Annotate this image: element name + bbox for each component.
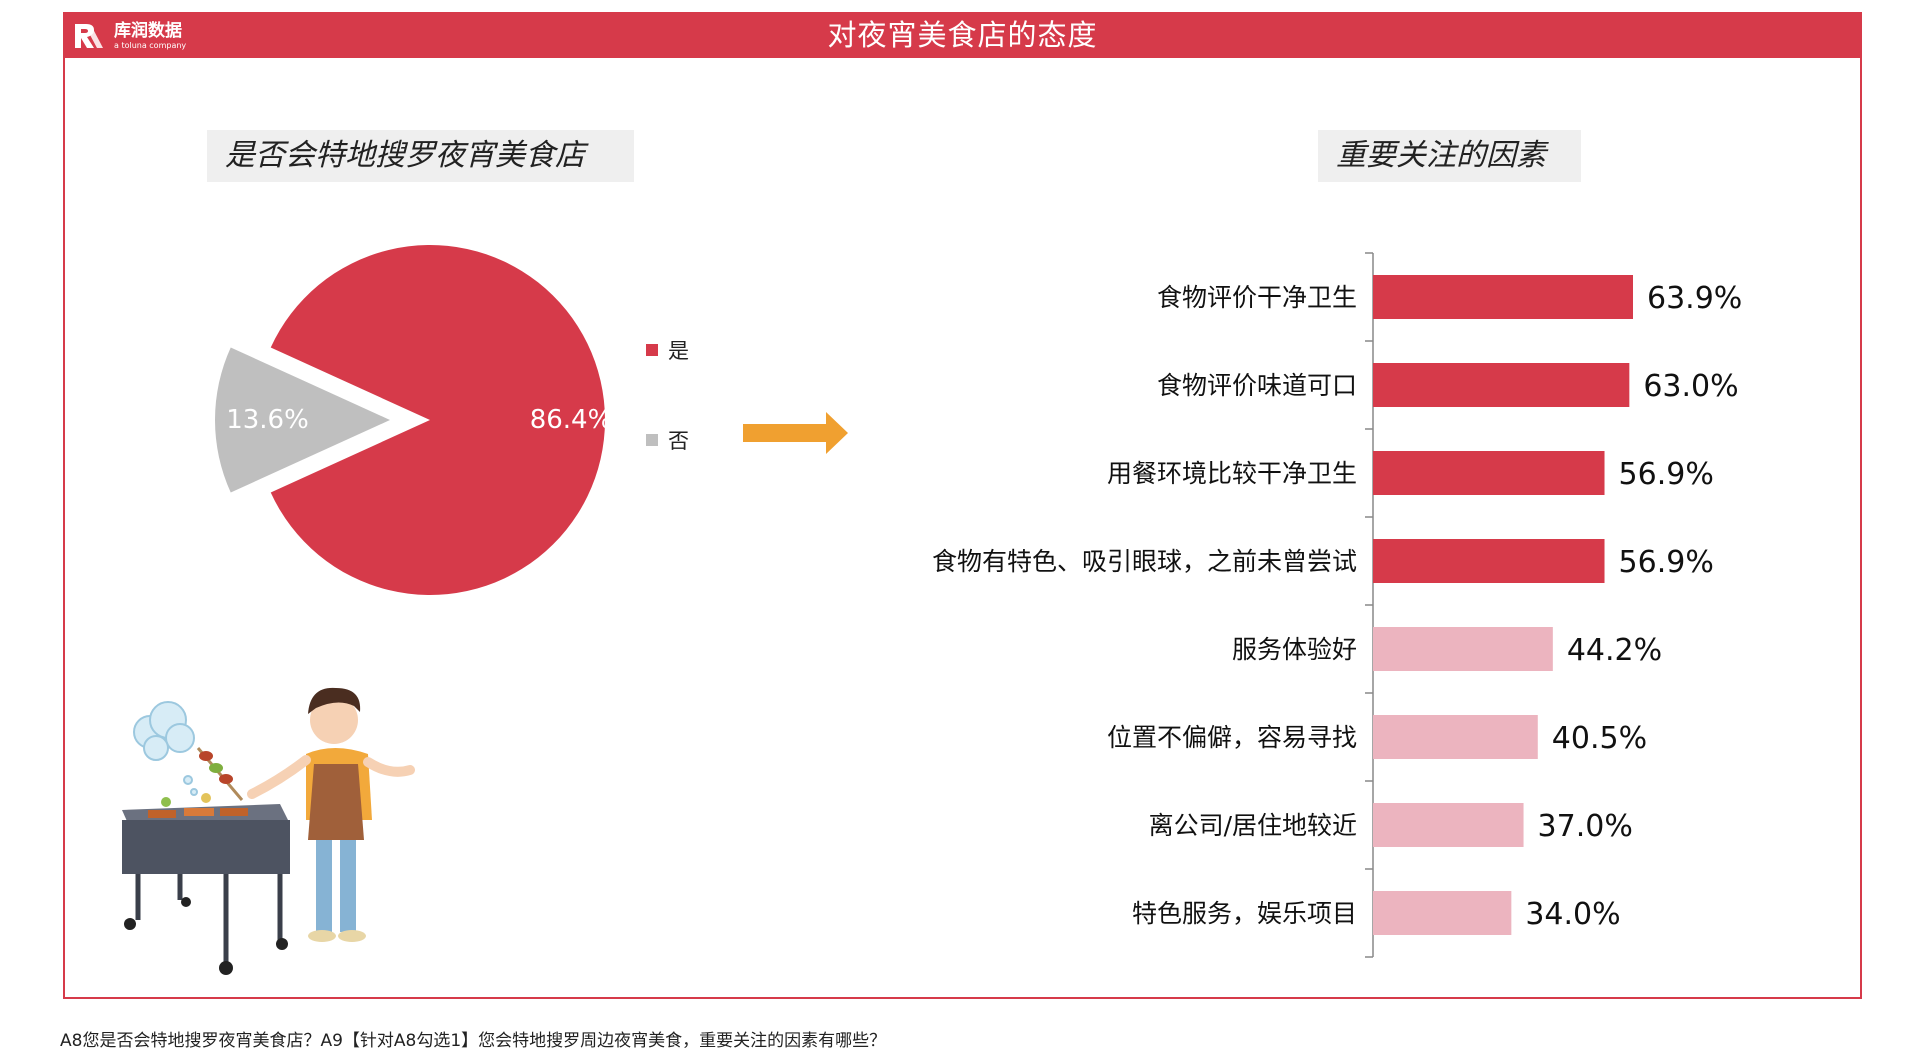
bar-chart: 食物评价干净卫生 63.9% 食物评价味道可口 63.0% 用餐环境比较干净卫生 56.9… (932, 252, 1742, 958)
bar (1373, 451, 1605, 495)
logo-name: 库润数据 (114, 20, 182, 41)
bar (1373, 891, 1512, 935)
bar-category-label: 服务体验好 (1232, 635, 1357, 664)
logo: 库润数据 a toluna company (72, 19, 186, 53)
pie-value-label: 86.4% (530, 405, 613, 435)
bar-value-label: 63.0% (1643, 369, 1738, 404)
bar-category-label: 位置不偏僻，容易寻找 (1107, 723, 1357, 752)
skewer-icon (196, 747, 244, 801)
logo-subtitle: a toluna company (114, 40, 187, 50)
bar-category-label: 食物评价味道可口 (1157, 371, 1357, 400)
bar-value-label: 56.9% (1619, 457, 1714, 492)
logo-mark-icon (75, 24, 103, 48)
bar (1373, 803, 1524, 847)
bar-category-label: 特色服务，娱乐项目 (1132, 899, 1357, 928)
header-bar: 对夜宵美食店的态度 (63, 12, 1862, 58)
bar (1373, 275, 1633, 319)
pie-slice-no (215, 347, 390, 493)
footnote: A8您是否会特地搜罗夜宵美食店？A9【针对A8勾选1】您会特地搜罗周边夜宵美食，… (60, 1031, 887, 1051)
bar-section-label: 重要关注的因素 (1318, 130, 1581, 182)
bar-value-label: 34.0% (1525, 897, 1620, 932)
bar (1373, 627, 1553, 671)
arrow-icon (743, 412, 848, 454)
bar-value-label: 44.2% (1567, 633, 1662, 668)
bar-value-label: 40.5% (1552, 721, 1647, 756)
legend-label: 否 (668, 429, 689, 453)
bar-value-label: 63.9% (1647, 281, 1742, 316)
pie-chart: 86.4% 13.6% 是否 (215, 245, 689, 595)
page-title: 对夜宵美食店的态度 (827, 18, 1098, 52)
bar-category-label: 离公司/居住地较近 (1149, 811, 1357, 840)
bar-category-label: 食物有特色、吸引眼球，之前未曾尝试 (932, 547, 1357, 576)
bar-category-label: 食物评价干净卫生 (1157, 283, 1357, 312)
legend-swatch (646, 434, 658, 446)
chef-icon (247, 687, 415, 942)
bar-value-label: 56.9% (1619, 545, 1714, 580)
pie-value-label: 13.6% (226, 405, 309, 435)
legend-swatch (646, 344, 658, 356)
grill-icon (122, 793, 290, 975)
chef-grill-illustration (122, 687, 415, 975)
bar (1373, 715, 1538, 759)
legend-label: 是 (668, 339, 689, 363)
pie-slice-yes (270, 245, 605, 595)
bar (1373, 539, 1605, 583)
bar-value-label: 37.0% (1538, 809, 1633, 844)
bar-category-label: 用餐环境比较干净卫生 (1107, 459, 1357, 488)
bar (1373, 363, 1630, 407)
pie-section-label: 是否会特地搜罗夜宵美食店 (207, 130, 634, 182)
smoke-icon (133, 701, 198, 796)
